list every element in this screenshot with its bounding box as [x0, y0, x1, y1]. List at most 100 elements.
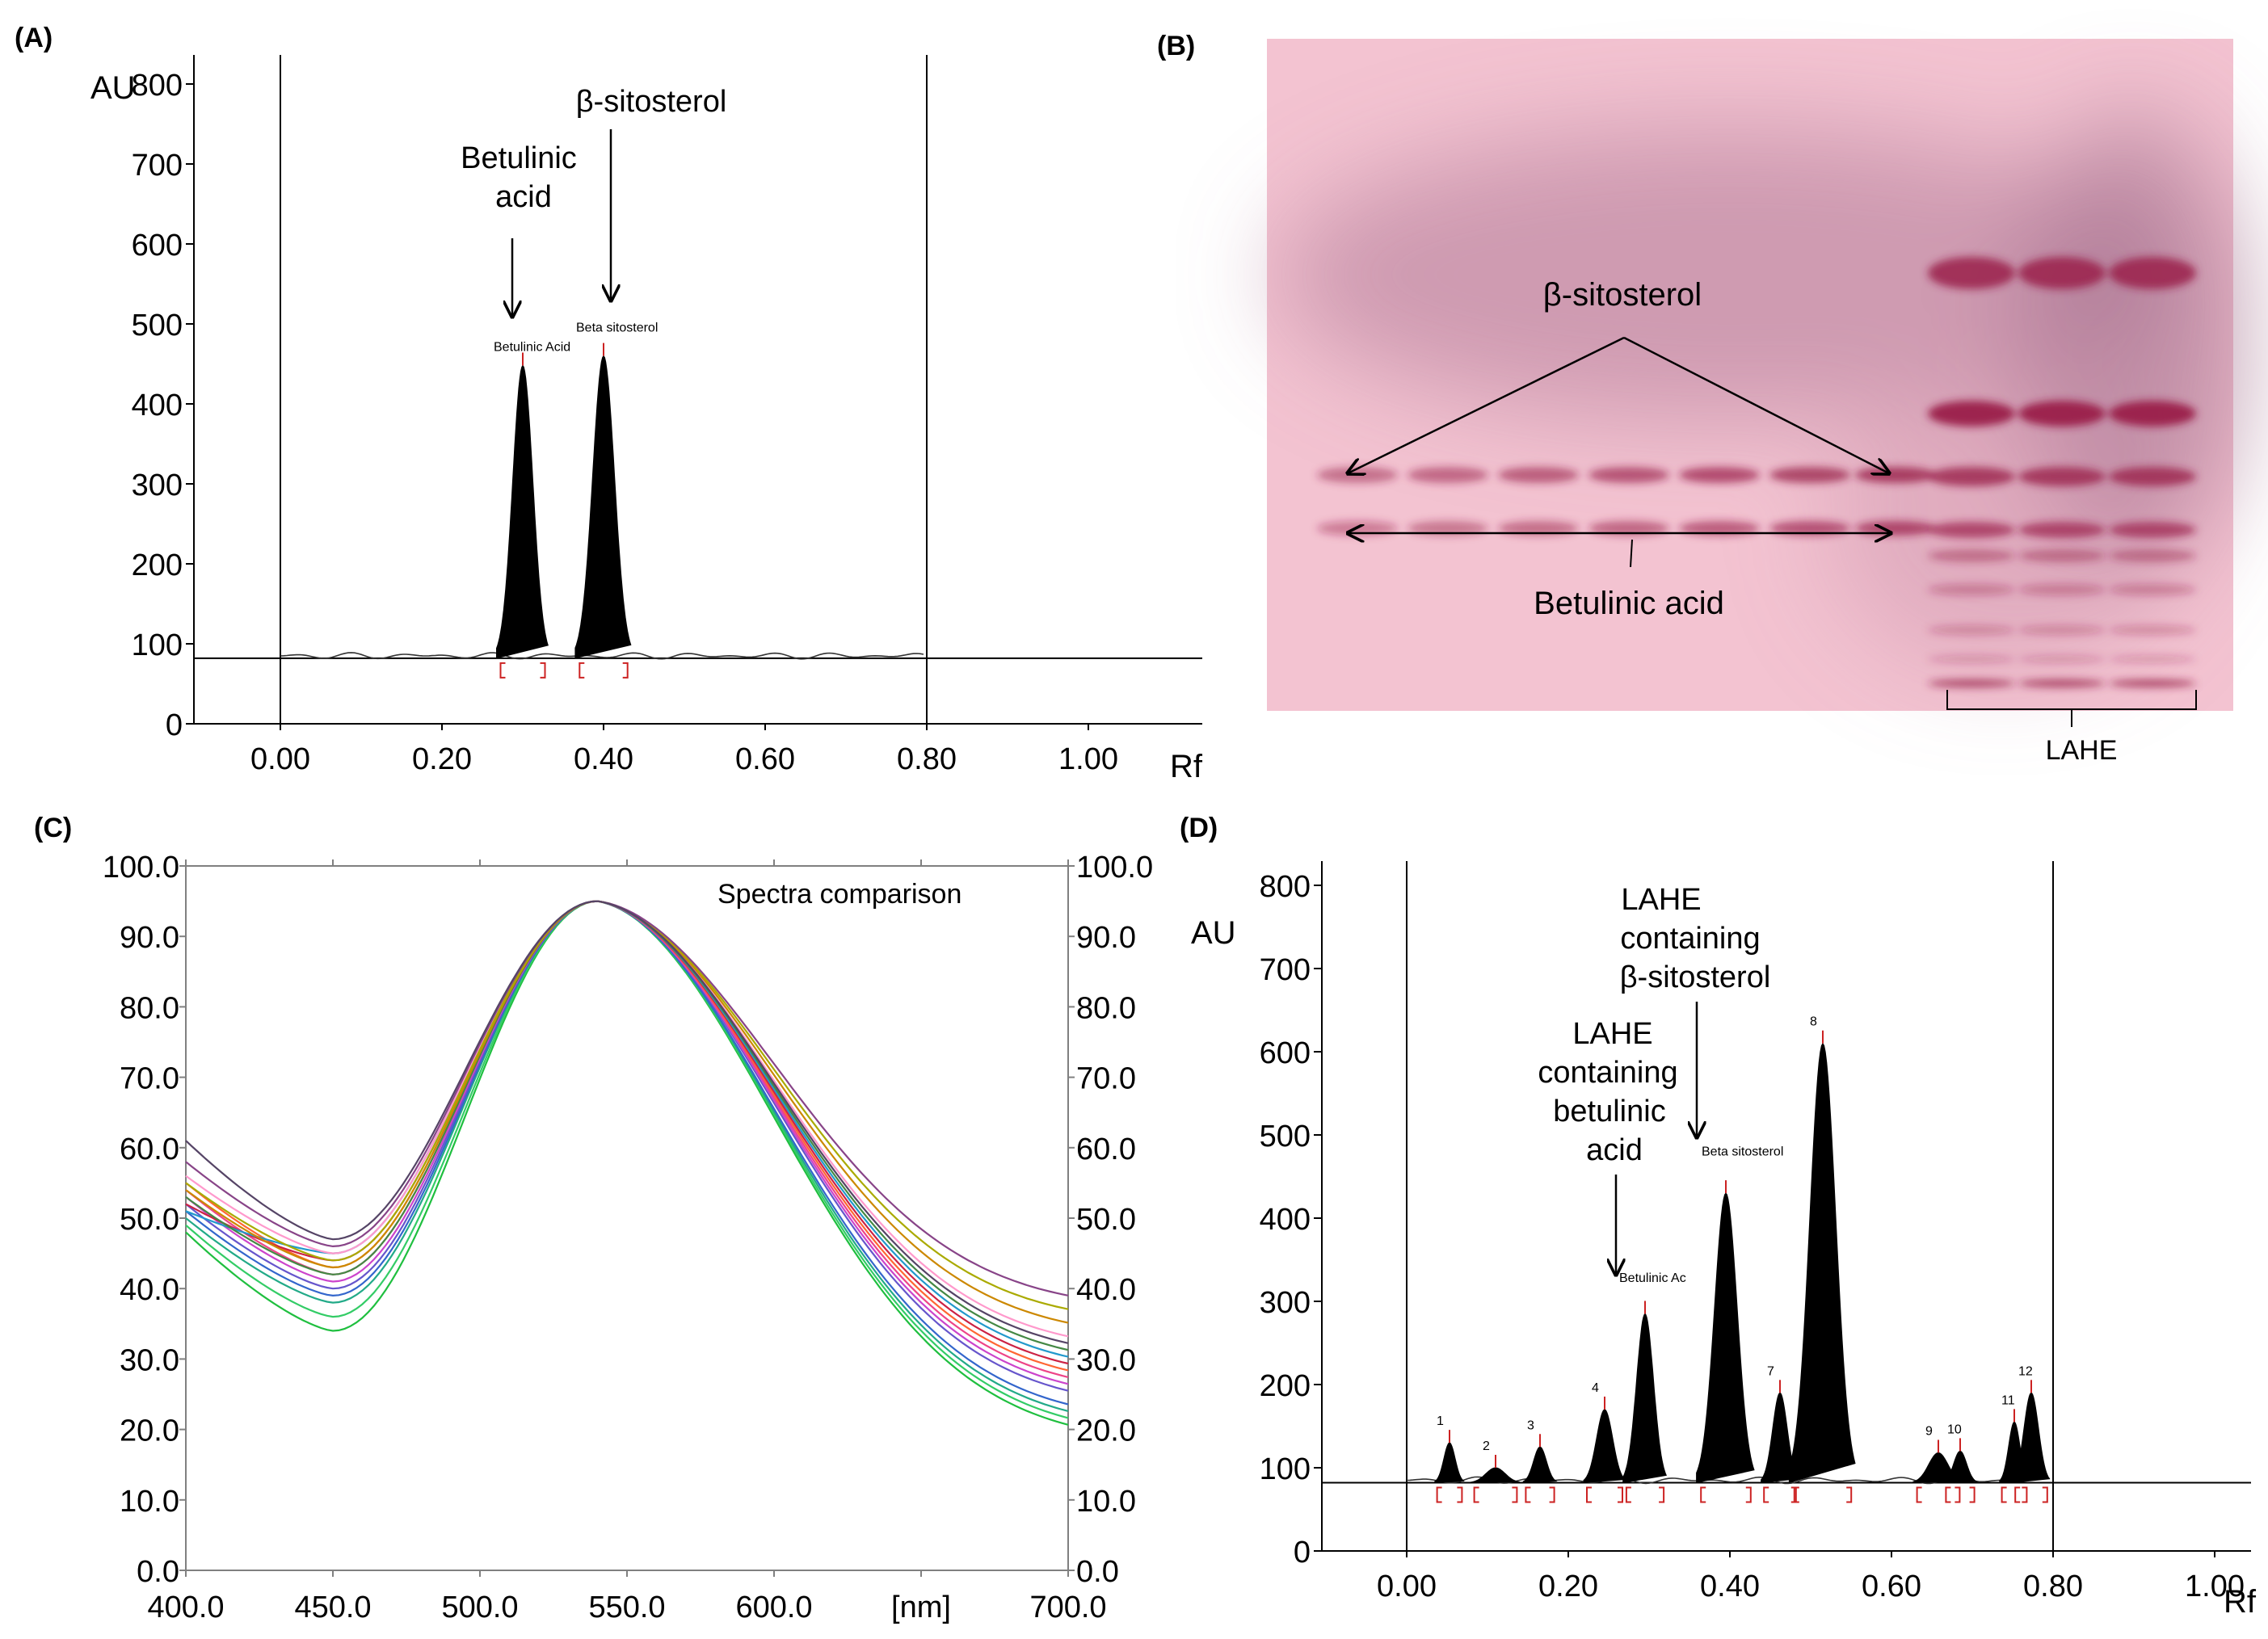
peak-start-marker	[2014, 1486, 2021, 1503]
x-tick-label: 400.0	[147, 1591, 224, 1624]
x-tick-label: 0.00	[250, 742, 310, 776]
y-tick-label: 70.0	[120, 1062, 179, 1096]
y-tick-label: 50.0	[120, 1203, 179, 1237]
tlc-label-lahe: LAHE	[2046, 735, 2118, 766]
y-tick-label-right: 50.0	[1076, 1203, 1136, 1237]
y-tick-label-right: 10.0	[1076, 1485, 1136, 1519]
panel-label-d: (D)	[1180, 813, 1218, 843]
chart-a-xlabel: Rf	[1170, 749, 1203, 784]
peak-number: 1	[1437, 1414, 1444, 1428]
peak-end-marker	[2022, 1486, 2028, 1503]
tlc-band-lahe	[2109, 655, 2196, 663]
chart-d-annotation-acid: acid	[1586, 1133, 1643, 1167]
tlc-band-lahe	[2018, 584, 2106, 595]
spectrum-line-s6	[185, 900, 1069, 1385]
peak-number: 7	[1767, 1364, 1774, 1378]
peak-name: Betulinic Acid	[494, 340, 570, 354]
tlc-band-lahe	[2018, 467, 2106, 486]
peak-number: 10	[1947, 1423, 1962, 1436]
spectrum-line-s14	[185, 900, 1069, 1310]
y-tick-label: 60.0	[120, 1133, 179, 1166]
tlc-band-sitosterol	[1769, 467, 1850, 483]
tlc-arrow-sitosterol-left	[1348, 336, 1625, 473]
tlc-label-sitosterol: β-sitosterol	[1543, 277, 1702, 313]
x-tick-label: 450.0	[294, 1591, 371, 1624]
chart-d-annotation-lahe-1: LAHE	[1621, 883, 1701, 917]
tlc-band-lahe	[2018, 625, 2106, 635]
tlc-arrow-sitosterol-right	[1623, 336, 1889, 473]
x-tick-label: 0.40	[574, 742, 633, 776]
peak-number: 12	[2018, 1364, 2033, 1378]
tlc-band-sitosterol	[1588, 467, 1669, 483]
peak-name: Beta sitosterol	[576, 321, 658, 335]
peak-12	[2012, 1392, 2051, 1484]
x-tick-label: 0.20	[412, 742, 472, 776]
y-tick-label: 40.0	[120, 1273, 179, 1307]
tlc-band-lahe	[2018, 401, 2106, 427]
peak-start-marker	[1473, 1486, 1479, 1503]
x-tick-label: 0.80	[2023, 1570, 2083, 1603]
panel-label-b: (B)	[1157, 31, 1195, 61]
chart-d: 0 100 200 300 400 500 600 700 800 0.00 0.20 0.40 0.6…	[1191, 861, 2257, 1620]
y-tick-label: 20.0	[120, 1414, 179, 1448]
spectrum-line-s3	[185, 900, 1069, 1412]
peak-start-marker	[579, 662, 585, 679]
tlc-band-lahe	[2109, 549, 2196, 562]
tlc-band-lahe	[2109, 467, 2196, 486]
y-tick-label: 800	[132, 69, 183, 103]
y-tick-label: 100	[132, 628, 183, 662]
tlc-band-lahe	[1928, 549, 2015, 562]
spectrum-line-s11	[185, 900, 1069, 1351]
x-tick-label: 600.0	[735, 1591, 812, 1624]
peak-start-marker	[1945, 1486, 1951, 1503]
tlc-band-lahe	[2018, 549, 2106, 562]
tlc-band-lahe	[2109, 522, 2196, 538]
peak-number: 8	[1810, 1015, 1817, 1029]
peak-name: Betulinic Ac	[1619, 1271, 1686, 1285]
chart-d-annotation-betulinic: betulinic	[1553, 1095, 1665, 1128]
tlc-label-betulinic: Betulinic acid	[1534, 586, 1724, 621]
peak-end-marker	[1457, 1486, 1463, 1503]
peak-start-marker	[499, 662, 506, 679]
peak-number: 2	[1483, 1439, 1490, 1453]
x-tick-label: 0.00	[1377, 1570, 1437, 1603]
tlc-lahe-bracket	[1946, 690, 2197, 727]
tlc-band-lahe	[2018, 655, 2106, 663]
y-tick-label: 0.0	[137, 1555, 179, 1589]
chart-a-ylabel: AU	[90, 70, 136, 106]
peak-6	[1696, 1192, 1755, 1484]
x-tick-label: 0.60	[735, 742, 795, 776]
y-tick-label: 600	[132, 229, 183, 263]
spectrum-line-s10	[185, 900, 1069, 1358]
y-tick-label-right: 70.0	[1076, 1062, 1136, 1096]
tlc-band-lahe	[1928, 584, 2015, 595]
x-tick-label: 1.00	[2185, 1570, 2245, 1603]
y-tick-label: 100	[1260, 1452, 1311, 1486]
tlc-band-lahe	[2018, 679, 2106, 687]
chart-d-annotation-lahe-2: LAHE	[1572, 1017, 1652, 1051]
spectrum-line-s5	[185, 900, 1069, 1392]
tlc-band-sitosterol	[1679, 467, 1760, 483]
tlc-band-sitosterol	[1498, 467, 1579, 483]
peak-end-marker	[1955, 1486, 1961, 1503]
y-tick-label: 600	[1260, 1036, 1311, 1070]
y-tick-label: 0	[166, 708, 183, 742]
peak-start-marker	[1916, 1486, 1922, 1503]
y-tick-label-right: 80.0	[1076, 991, 1136, 1025]
x-tick-label: 0.60	[1862, 1570, 1921, 1603]
x-tick-label: 0.40	[1700, 1570, 1760, 1603]
y-tick-label-right: 20.0	[1076, 1414, 1136, 1448]
peak-number: 4	[1592, 1381, 1599, 1395]
spectrum-line-s16	[185, 900, 1069, 1344]
spectrum-line-s7	[185, 900, 1069, 1378]
tlc-arrow-betulinic-stem	[1630, 539, 1633, 568]
y-tick-label-right: 40.0	[1076, 1273, 1136, 1307]
y-tick-label: 500	[1260, 1120, 1311, 1154]
chart-d-ylabel: AU	[1191, 915, 1236, 951]
peak-number: 11	[2001, 1393, 2015, 1407]
tlc-plate: β-sitosterol Betulinic acid LAHE	[1267, 39, 2246, 766]
peak-2	[1470, 1467, 1521, 1484]
tlc-band-lahe	[1928, 522, 2015, 538]
peak-start-marker	[1793, 1486, 1799, 1503]
chart-c-title: Spectra comparison	[717, 879, 961, 910]
